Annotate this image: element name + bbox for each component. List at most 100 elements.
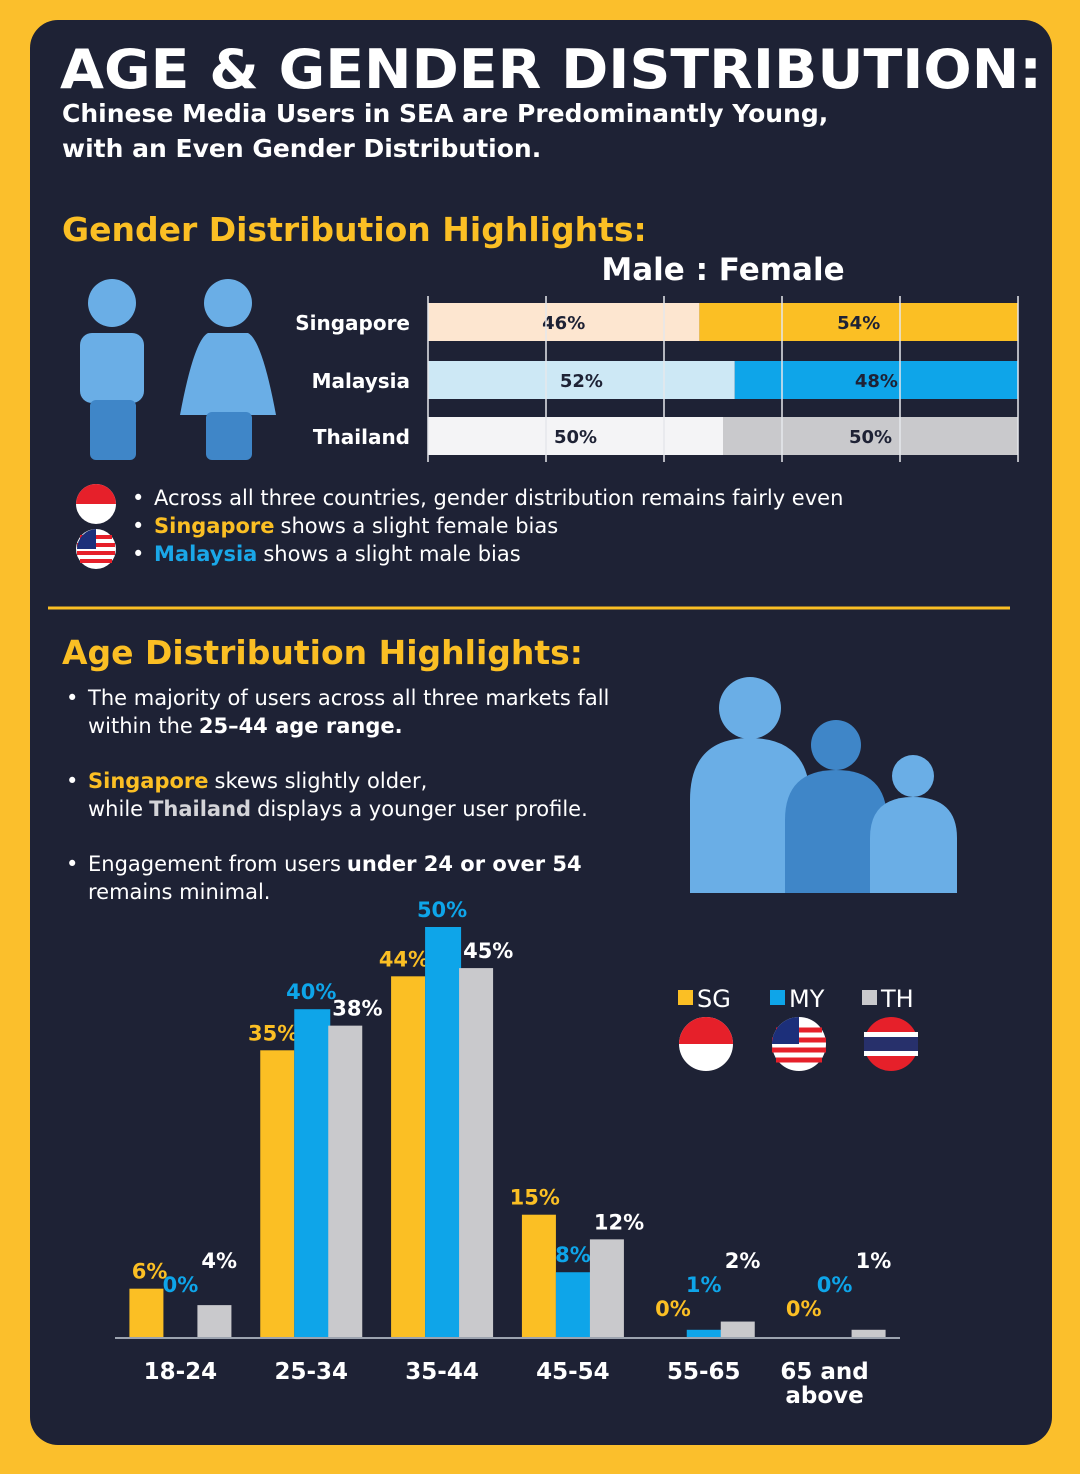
people-icon <box>80 279 276 460</box>
value-label: 38% <box>332 997 382 1021</box>
note-text: within the <box>88 714 193 738</box>
note-text: 25–44 age range. <box>198 714 403 738</box>
legend-flags <box>679 1017 918 1071</box>
legend-label: SG <box>697 985 731 1013</box>
bar <box>459 968 494 1338</box>
note-text: Thailand <box>149 797 252 821</box>
x-tick-label: 55-65 <box>666 1359 741 1385</box>
value-label: 1% <box>856 1249 892 1273</box>
note-text: Singapore <box>88 769 209 793</box>
legend-label: TH <box>880 985 914 1013</box>
bullet-note: Across all three countries, gender distr… <box>128 484 849 512</box>
value-label: 4% <box>201 1249 237 1273</box>
bar <box>328 1025 363 1338</box>
flag-icons <box>76 484 116 569</box>
note-text: The majority of users across all three m… <box>88 686 610 710</box>
bar <box>686 1329 723 1338</box>
value-label: 52% <box>560 371 603 392</box>
note-line: within the 25–44 age range. <box>88 712 615 740</box>
bar <box>294 1009 331 1338</box>
note-text: shows a slight male bias <box>263 542 521 566</box>
legend-swatch <box>678 990 693 1005</box>
note-text: under 24 or over 54 <box>346 852 582 876</box>
note-text: displays a younger user profile. <box>257 797 588 821</box>
bar <box>129 1288 164 1338</box>
value-label: 1% <box>686 1273 722 1297</box>
note-text: Malaysia <box>154 542 258 566</box>
value-label: 54% <box>837 313 880 334</box>
category-label: Malaysia <box>312 369 410 393</box>
bar-segment <box>723 417 1018 455</box>
value-label: 50% <box>554 427 597 448</box>
section-heading: Age Distribution Highlights: <box>62 633 583 672</box>
bar <box>197 1305 232 1338</box>
bar <box>391 976 426 1338</box>
legend-swatch <box>770 990 785 1005</box>
note-text: Singapore <box>154 514 275 538</box>
bar <box>555 1272 592 1338</box>
age-notes: The majority of users across all three m… <box>62 684 615 933</box>
value-label: 12% <box>594 1210 644 1234</box>
gender-notes: Across all three countries, gender distr… <box>128 484 849 568</box>
value-label: 0% <box>817 1273 853 1297</box>
group-icon <box>690 677 957 893</box>
value-label: 48% <box>855 371 898 392</box>
bar-segment <box>428 417 723 455</box>
bullet-note: The majority of users across all three m… <box>62 684 615 740</box>
category-label: Singapore <box>295 311 410 335</box>
note-text: Engagement from users <box>88 852 341 876</box>
bar <box>260 1050 295 1338</box>
note-text: skews slightly older, <box>214 769 428 793</box>
value-label: 0% <box>786 1297 822 1321</box>
x-tick-label: 45-54 <box>536 1359 610 1385</box>
value-label: 8% <box>555 1243 591 1267</box>
x-tick-label: 18-24 <box>143 1359 218 1385</box>
chart-title: Male : Female <box>601 252 844 288</box>
subtitle-line: with an Even Gender Distribution. <box>62 134 542 163</box>
x-tick-label: 65 and above <box>780 1359 869 1409</box>
bar-segment <box>699 303 1018 341</box>
value-label: 45% <box>463 939 513 963</box>
note-text: Across all three countries, gender distr… <box>154 486 844 510</box>
note-text: shows a slight female bias <box>280 514 559 538</box>
value-label: 2% <box>725 1249 761 1273</box>
value-label: 6% <box>132 1260 168 1284</box>
bar <box>589 1239 624 1338</box>
bar <box>521 1214 556 1338</box>
note-line: Across all three countries, gender distr… <box>154 484 849 512</box>
value-label: 0% <box>655 1297 691 1321</box>
value-label: 44% <box>379 947 429 971</box>
subtitle-line: Chinese Media Users in SEA are Predomina… <box>62 99 829 128</box>
bar-segment <box>428 361 735 399</box>
value-label: 46% <box>542 313 585 334</box>
note-line: while Thailand displays a younger user pro… <box>88 795 615 823</box>
title: AGE & GENDER DISTRIBUTION: <box>60 38 1042 101</box>
value-label: 0% <box>163 1273 199 1297</box>
bar <box>425 927 462 1338</box>
legend-label: MY <box>789 985 825 1013</box>
bar <box>851 1329 886 1338</box>
legend-swatch <box>862 990 877 1005</box>
category-label: Thailand <box>313 425 410 449</box>
x-tick-label: 35-44 <box>405 1359 479 1385</box>
section-heading: Gender Distribution Highlights: <box>62 210 647 249</box>
bar <box>720 1321 755 1338</box>
note-line: The majority of users across all three m… <box>88 684 615 712</box>
note-text: while <box>88 797 144 821</box>
x-tick-label: 25-34 <box>274 1359 349 1385</box>
value-label: 35% <box>248 1021 298 1045</box>
bar-segment <box>428 303 700 341</box>
value-label: 15% <box>510 1186 560 1210</box>
value-label: 50% <box>849 427 892 448</box>
subtitle: Chinese Media Users in SEA are Predomina… <box>62 96 828 166</box>
